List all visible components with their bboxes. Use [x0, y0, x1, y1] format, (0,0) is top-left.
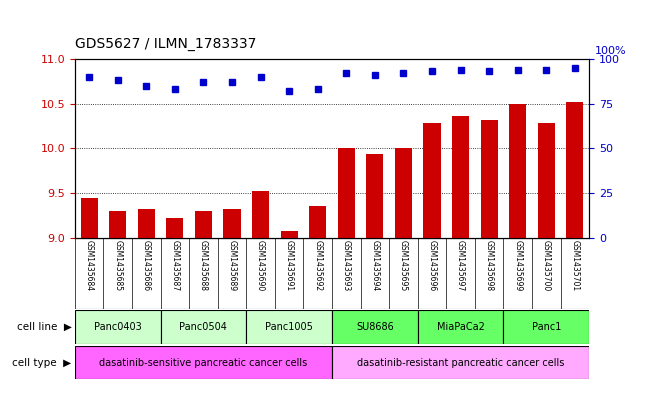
- Text: GSM1435690: GSM1435690: [256, 240, 265, 291]
- Text: GDS5627 / ILMN_1783337: GDS5627 / ILMN_1783337: [75, 37, 256, 51]
- Text: MiaPaCa2: MiaPaCa2: [437, 322, 484, 332]
- Bar: [395, 148, 412, 238]
- Bar: [338, 148, 355, 238]
- Bar: [81, 198, 98, 238]
- Text: GSM1435693: GSM1435693: [342, 240, 351, 291]
- Bar: [367, 154, 383, 238]
- Bar: [332, 346, 589, 379]
- Text: 100%: 100%: [595, 46, 626, 56]
- Bar: [223, 209, 241, 238]
- Text: GSM1435700: GSM1435700: [542, 240, 551, 291]
- Bar: [161, 310, 246, 344]
- Text: GSM1435688: GSM1435688: [199, 240, 208, 291]
- Bar: [109, 211, 126, 238]
- Text: GSM1435699: GSM1435699: [513, 240, 522, 291]
- Text: GSM1435701: GSM1435701: [570, 240, 579, 291]
- Bar: [166, 218, 184, 238]
- Bar: [281, 231, 298, 238]
- Text: Panc0403: Panc0403: [94, 322, 142, 332]
- Bar: [332, 310, 418, 344]
- Text: GSM1435698: GSM1435698: [484, 240, 493, 291]
- Text: cell type  ▶: cell type ▶: [12, 358, 72, 367]
- Bar: [538, 123, 555, 238]
- Bar: [309, 206, 326, 238]
- Text: SU8686: SU8686: [356, 322, 394, 332]
- Text: GSM1435696: GSM1435696: [428, 240, 437, 291]
- Text: GSM1435694: GSM1435694: [370, 240, 380, 291]
- Bar: [138, 209, 155, 238]
- Text: GSM1435692: GSM1435692: [313, 240, 322, 291]
- Bar: [452, 116, 469, 238]
- Bar: [509, 104, 526, 238]
- Text: cell line  ▶: cell line ▶: [17, 322, 72, 332]
- Text: dasatinib-sensitive pancreatic cancer cells: dasatinib-sensitive pancreatic cancer ce…: [100, 358, 307, 367]
- Text: GSM1435691: GSM1435691: [284, 240, 294, 291]
- Text: GSM1435685: GSM1435685: [113, 240, 122, 291]
- Text: dasatinib-resistant pancreatic cancer cells: dasatinib-resistant pancreatic cancer ce…: [357, 358, 564, 367]
- Bar: [195, 211, 212, 238]
- Text: GSM1435695: GSM1435695: [399, 240, 408, 291]
- Bar: [566, 102, 583, 238]
- Text: GSM1435687: GSM1435687: [171, 240, 180, 291]
- Bar: [480, 120, 498, 238]
- Text: Panc0504: Panc0504: [180, 322, 227, 332]
- Text: GSM1435684: GSM1435684: [85, 240, 94, 291]
- Text: Panc1: Panc1: [532, 322, 561, 332]
- Bar: [252, 191, 269, 238]
- Text: Panc1005: Panc1005: [265, 322, 313, 332]
- Bar: [75, 346, 332, 379]
- Bar: [418, 310, 503, 344]
- Bar: [423, 123, 441, 238]
- Bar: [503, 310, 589, 344]
- Text: GSM1435689: GSM1435689: [227, 240, 236, 291]
- Text: GSM1435697: GSM1435697: [456, 240, 465, 291]
- Bar: [75, 310, 161, 344]
- Bar: [246, 310, 332, 344]
- Text: GSM1435686: GSM1435686: [142, 240, 151, 291]
